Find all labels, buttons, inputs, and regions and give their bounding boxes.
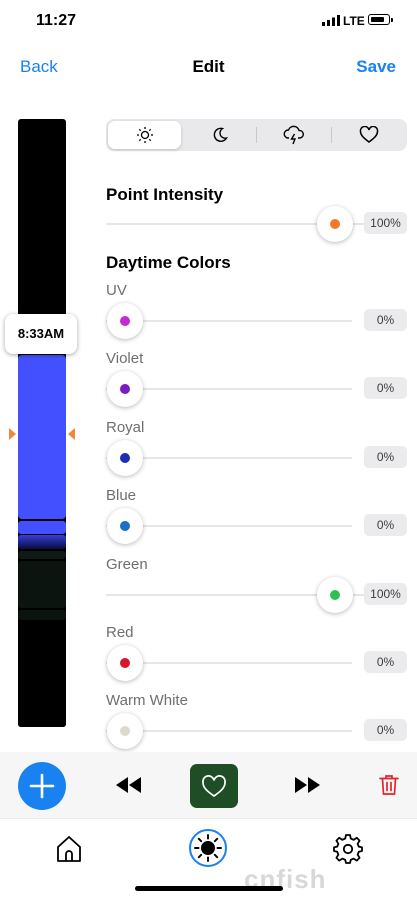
gear-icon[interactable] [333,834,363,864]
point-intensity-track[interactable] [106,223,364,225]
channel-red-knob[interactable] [107,645,143,681]
channel-green-knob[interactable] [317,577,353,613]
tab-schedule-active[interactable] [189,829,227,867]
timeline-marker-left [9,428,16,440]
channel-warm-white-label: Warm White [106,692,188,709]
channel-green-label: Green [106,556,148,573]
channel-blue-knob[interactable] [107,508,143,544]
channel-violet-track[interactable] [106,388,352,390]
channel-warm-white-value: 0% [364,719,407,741]
channel-red-value: 0% [364,651,407,673]
moon-icon [213,127,228,142]
timeline-marker-right [68,428,75,440]
channel-uv-color-dot [120,316,130,326]
timeline-segment-night [18,551,66,559]
channel-red-track[interactable] [106,662,352,664]
channel-violet-value: 0% [364,377,407,399]
timeline-segment-night [18,561,66,608]
add-point-button[interactable] [18,762,66,810]
channel-blue-value: 0% [364,514,407,536]
timeline-segment-dusk [18,535,66,549]
channel-green-color-dot [330,590,340,600]
channel-royal-color-dot [120,453,130,463]
back-button[interactable]: Back [20,57,58,76]
channel-uv-value: 0% [364,309,407,331]
channel-red-label: Red [106,624,134,641]
storm-icon [283,125,304,145]
network-label: LTE [343,14,365,28]
segment-divider [331,127,332,143]
favorite-button[interactable] [190,764,238,808]
heart-icon [359,126,378,143]
channel-royal-track[interactable] [106,457,352,459]
tab-storm[interactable] [257,121,330,149]
channel-royal-knob[interactable] [107,440,143,476]
rewind-icon[interactable] [115,776,143,794]
channel-violet-knob[interactable] [107,371,143,407]
tab-moon[interactable] [183,121,256,149]
timeline-segment-day [18,355,66,519]
daytime-colors-label: Daytime Colors [106,253,231,272]
page-title: Edit [192,57,225,76]
signal-icon [322,15,340,26]
channel-warm-white-track[interactable] [106,730,352,732]
current-time-badge[interactable]: 8:33AM [5,314,77,354]
channel-blue-label: Blue [106,487,137,504]
channel-green-track[interactable] [106,594,364,596]
tab-favorite[interactable] [332,121,405,149]
channel-uv-track[interactable] [106,320,352,322]
status-time: 11:27 [36,12,77,29]
channel-red-color-dot [120,658,130,668]
point-intensity-knob[interactable] [317,206,353,242]
channel-royal-value: 0% [364,446,407,468]
trash-icon[interactable] [377,773,401,797]
sun-icon [194,834,222,862]
timeline-segment-night [18,622,66,727]
channel-blue-track[interactable] [106,525,352,527]
channel-uv-label: UV [106,282,127,299]
timeline-segment-night [18,610,66,620]
channel-green-value: 100% [364,583,407,605]
tab-sun[interactable] [108,121,181,149]
sun-icon [136,127,153,143]
segment-divider [256,127,257,143]
timeline-bar[interactable] [18,119,66,727]
channel-blue-color-dot [120,521,130,531]
plus-icon [29,773,55,799]
point-intensity-label: Point Intensity [106,185,224,204]
channel-warm-white-knob[interactable] [107,713,143,749]
channel-uv-knob[interactable] [107,303,143,339]
home-indicator [135,886,283,891]
fast-forward-icon[interactable] [293,776,321,794]
point-intensity-color-dot [330,219,340,229]
channel-royal-label: Royal [106,419,145,436]
heart-icon [202,775,226,798]
save-button[interactable]: Save [356,57,396,76]
battery-icon [368,14,393,25]
channel-violet-label: Violet [106,350,144,367]
weather-mode-selector [106,119,407,151]
channel-warm-white-color-dot [120,726,130,736]
home-icon[interactable] [55,834,83,864]
channel-violet-color-dot [120,384,130,394]
timeline-segment-dawn [18,521,66,534]
point-intensity-value: 100% [364,212,407,234]
